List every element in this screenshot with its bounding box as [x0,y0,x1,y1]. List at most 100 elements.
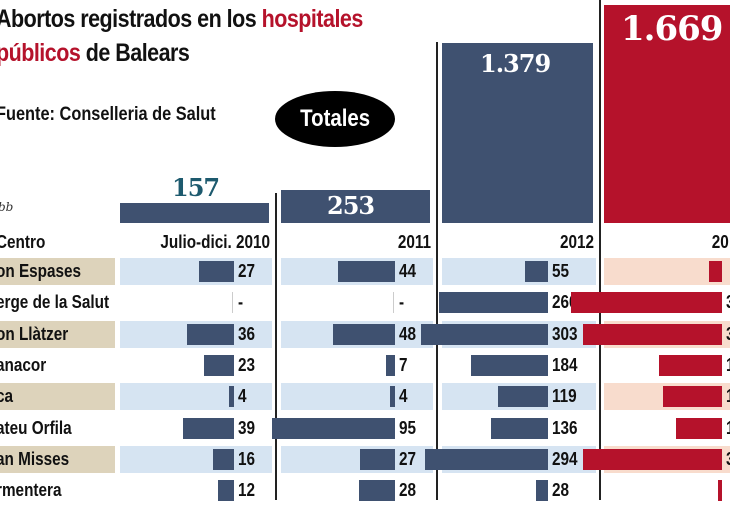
value-cell: 55 [442,258,596,285]
divider-1 [275,193,277,500]
value-bar [228,386,234,408]
table-row: rmentera 12 28 28 [0,475,730,506]
value-cell: 3 [583,445,730,473]
value-bar [570,292,722,314]
source-label: Fuente: Conselleria de Salut [0,104,216,125]
value-label: 4 [238,386,247,407]
value-bar [675,417,722,439]
zero-line [393,292,394,314]
value-cell: 3 [570,289,730,316]
divider-3 [599,0,601,500]
total-value-3: 1.669 [621,9,723,50]
centre-name: ca [0,386,14,407]
value-bar [187,323,234,345]
value-cell: 294 [424,445,596,473]
centre-name: an Misses [0,448,70,469]
total-value-2: 1.379 [480,49,551,79]
centre-name: on Llàtzer [0,323,69,344]
value-bar [424,448,548,470]
col-header-2013: 20… [711,232,730,252]
value-label: 27 [238,261,256,281]
total-bar-3 [604,5,730,223]
value-cell: 28 [281,477,433,504]
value-cell: 23 [120,352,272,379]
value-label: 28 [399,480,417,501]
credit-label: bb [0,200,14,214]
value-label: 7 [399,354,408,375]
centre-name: anacor [0,354,47,375]
value-cell: 3 [583,320,730,348]
value-bar [183,417,234,439]
value-cell: 28 [442,477,596,504]
centre-name: rmentera [0,480,62,501]
value-cell: - [120,289,272,316]
value-bar [204,354,234,376]
value-cell [604,477,730,504]
value-label: 12 [238,480,256,501]
value-label: 3 [726,321,730,348]
centre-name: on Espases [0,261,82,281]
value-cell: 16 [120,445,272,473]
value-label: 4 [399,386,408,407]
centre-name: erge de la Salut [0,292,110,313]
value-label: 1 [726,383,730,410]
value-cell: 44 [281,258,433,285]
value-label: 39 [238,417,256,438]
totals-badge: Totales [275,91,395,147]
table-row: ca 4 4 119 1 [0,381,730,412]
value-label: - [238,292,244,313]
value-bar [583,323,722,345]
value-cell: 39 [120,415,272,442]
value-cell: 27 [120,258,272,285]
title-text: Abortos registrados en los [0,5,262,33]
value-bar [663,386,722,408]
total-bar-0 [120,202,269,223]
value-cell: 12 [120,477,272,504]
value-bar [358,480,395,502]
value-label: 36 [238,323,256,344]
value-cell: 1 [604,352,730,379]
value-label: 3 [726,289,730,316]
centre-name-cell: on Espases [0,258,115,285]
value-cell: 7 [281,352,433,379]
title-highlight: hospitales [261,5,364,33]
value-bar [271,417,395,439]
value-cell: 4 [120,383,272,411]
value-bar [490,417,548,439]
value-label: 27 [399,448,417,469]
value-bar [198,261,234,282]
value-cell: 119 [442,383,596,411]
value-label: 48 [399,323,417,344]
total-bar-2 [442,43,593,223]
value-label: 44 [399,261,417,281]
value-bar [359,448,395,470]
centre-name-cell: ca [0,383,115,411]
total-value-0: 157 [172,172,220,202]
title-text-2: de Balears [80,39,190,67]
value-label: 95 [399,417,417,438]
centre-name: ateu Orfila [0,417,72,438]
value-bar [438,292,548,314]
value-label: 55 [552,261,570,281]
value-cell: 27 [281,445,433,473]
value-label: 23 [238,354,256,375]
value-bar [536,480,548,502]
value-label: - [399,292,405,313]
value-cell: 95 [271,415,433,442]
value-cell: - [281,289,433,316]
chart-title: Abortos registrados en los hospitales pú… [0,2,363,70]
value-bar [709,261,722,282]
value-bar [337,261,395,282]
divider-2 [436,42,438,500]
centre-name-cell: erge de la Salut [0,289,115,316]
value-cell: 36 [120,320,272,348]
value-label: 119 [552,386,577,407]
table-row: on Llàtzer 36 48 303 3 [0,319,730,350]
value-bar [213,448,234,470]
total-bar-1 [281,189,430,223]
value-bar [420,323,548,345]
value-label: 1 [726,352,730,379]
value-bar [717,480,722,502]
value-cell: 4 [281,383,433,411]
value-label: 3 [726,446,730,473]
